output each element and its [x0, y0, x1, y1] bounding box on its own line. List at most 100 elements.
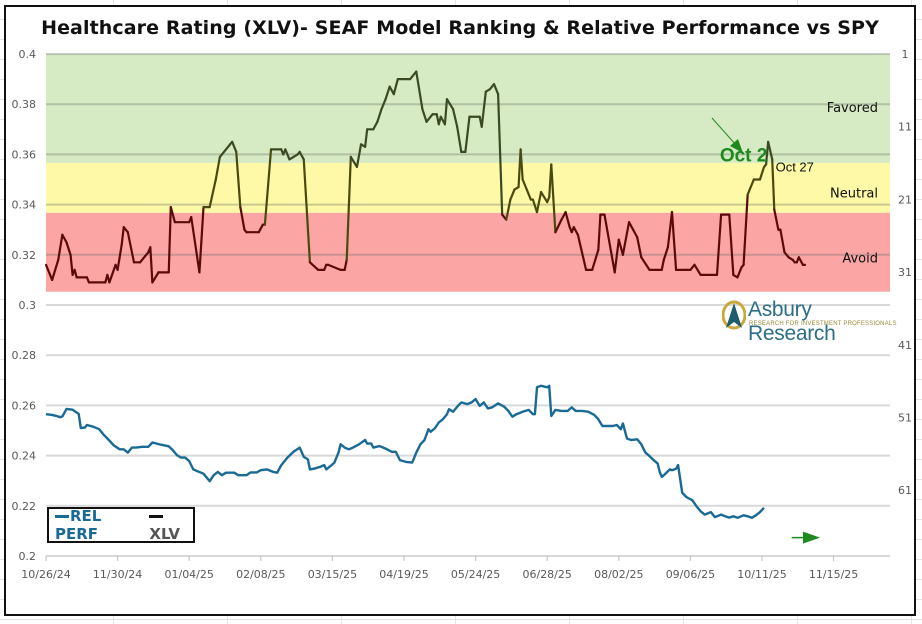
xlv-line-segment [302, 158, 311, 264]
xlv-line-segment [61, 233, 68, 244]
xlv-line-segment [139, 251, 150, 264]
xlv-line-segment [409, 70, 418, 81]
xlv-line-segment [670, 211, 678, 271]
xlv-line-segment [392, 77, 399, 96]
x-axis-tick-label: 10/26/24 [21, 568, 70, 581]
xlv-line-segment [736, 266, 743, 279]
legend-label-xlv: XLV [149, 525, 181, 543]
xlv-line-segment [715, 213, 723, 276]
xlv-line-segment [535, 190, 543, 214]
xlv-line-segment [208, 178, 217, 209]
zone-bands [46, 54, 890, 292]
annotation-oct-27: Oct 27 [776, 160, 814, 175]
xlv-line-segment [220, 143, 232, 156]
zone-label-neutral: Neutral [830, 186, 878, 201]
xlv-line-segment [746, 178, 755, 196]
xlv-line-segment [509, 188, 516, 201]
logo-emblem-icon [722, 300, 746, 330]
xlv-line-segment [640, 256, 651, 271]
xlv-line-segment [415, 70, 424, 111]
xlv-line-segment [662, 246, 669, 261]
xlv-line-segment [239, 206, 246, 231]
xlv-line-segment [355, 143, 363, 169]
annotation-oct-2: Oct 2 [720, 146, 768, 167]
xlv-line-segment [779, 228, 786, 254]
right-axis-tick-label: 21 [898, 193, 912, 206]
xlv-line-segment [480, 90, 487, 128]
x-axis-tick-label: 03/15/25 [308, 568, 357, 581]
xlv-line-segment [764, 140, 770, 166]
xlv-line-segment [345, 155, 352, 261]
xlv-line-segment [288, 153, 299, 161]
xlv-line-segment [505, 198, 512, 221]
xlv-line-segment [613, 238, 620, 274]
oct-2-arrowhead-icon [730, 139, 743, 153]
left-axis: 0.4 0.38 0.36 0.34 0.32 0.3 0.28 0.26 0.24 0.22 0.… [12, 48, 37, 563]
xlv-line-segment [742, 193, 749, 266]
right-axis-tick-label: 11 [898, 121, 912, 134]
trend-arrowhead-icon [803, 531, 820, 544]
xlv-line-segment [497, 93, 504, 216]
right-axis-tick-label: 51 [898, 412, 912, 425]
xlv-line-segment [445, 98, 455, 111]
legend-item-xlv: XLV [149, 507, 193, 543]
xlv-line-segment [603, 213, 616, 274]
xlv-line-segment [492, 83, 500, 96]
left-axis-tick-label: 0.32 [12, 249, 37, 262]
xlv-line-segment [235, 150, 242, 209]
annotations: Favored Neutral Avoid Oct 2 Oct 27 [711, 101, 878, 544]
xlv-line-segment [298, 150, 305, 161]
xlv-line-segment [591, 248, 600, 271]
xlv-line-segment [521, 178, 532, 201]
x-axis: 10/26/24 11/30/24 01/04/25 02/08/25 03/15/25… [21, 555, 890, 581]
xlv-line-segment [151, 271, 160, 284]
x-axis-tick-label: 04/19/25 [379, 568, 428, 581]
left-axis-tick-label: 0.22 [12, 500, 37, 513]
left-axis-tick-label: 0.36 [12, 148, 37, 161]
right-axis-tick-label: 61 [898, 484, 912, 497]
xlv-line-segment [263, 148, 273, 226]
xlv-line-segment [539, 190, 549, 204]
left-axis-tick-label: 0.28 [12, 349, 37, 362]
left-axis-tick-label: 0.2 [19, 550, 37, 563]
left-axis-tick-label: 0.38 [12, 98, 37, 111]
xlv-line-segment [773, 208, 780, 231]
logo-tagline: RESEARCH FOR INVESTMENT PROFESSIONALS [749, 321, 897, 327]
oct-2-arrow-line [711, 117, 737, 146]
xlv-line-segment [257, 223, 264, 234]
xlv-line-segment [214, 155, 221, 181]
xlv-line-segment [190, 216, 201, 274]
xlv-line-segment [51, 258, 60, 281]
xlv-line-segment [167, 206, 172, 274]
xlv-line-segment [327, 263, 342, 271]
xlv-line-segment [597, 213, 602, 251]
xlv-line-segment [57, 233, 64, 261]
xlv-line-segment [343, 258, 348, 271]
xlv-line-segment [108, 263, 117, 284]
gridlines [46, 53, 890, 557]
xlv-line-segment [364, 128, 369, 148]
xlv-line-segment [44, 263, 54, 281]
legend-label-rel-perf: REL PERF [55, 507, 102, 543]
xlv-line-segment [617, 238, 624, 256]
x-axis-tick-label: 09/06/25 [666, 568, 715, 581]
xlv-line-segment [443, 98, 449, 126]
x-axis-tick-label: 08/02/25 [594, 568, 643, 581]
xlv-line-segment [554, 218, 563, 234]
xlv-line-segment [636, 236, 643, 259]
x-axis-tick-label: 11/30/24 [93, 568, 142, 581]
xlv-line-segment [451, 108, 459, 128]
xlv-line-segment [728, 213, 735, 276]
xlv-line-segment [149, 246, 154, 284]
xlv-line-segment [384, 85, 391, 101]
x-axis-tick-label: 05/24/25 [451, 568, 500, 581]
right-axis-tick-label: 41 [898, 339, 912, 352]
x-axis-tick-label: 01/04/25 [164, 568, 213, 581]
xlv-line-segment [660, 258, 665, 271]
xlv-line-segment [380, 98, 387, 111]
left-axis-tick-label: 0.34 [12, 199, 37, 212]
xlv-line-segment [464, 115, 471, 153]
xlv-line-segment [65, 241, 72, 256]
xlv-line-segment [126, 231, 136, 264]
